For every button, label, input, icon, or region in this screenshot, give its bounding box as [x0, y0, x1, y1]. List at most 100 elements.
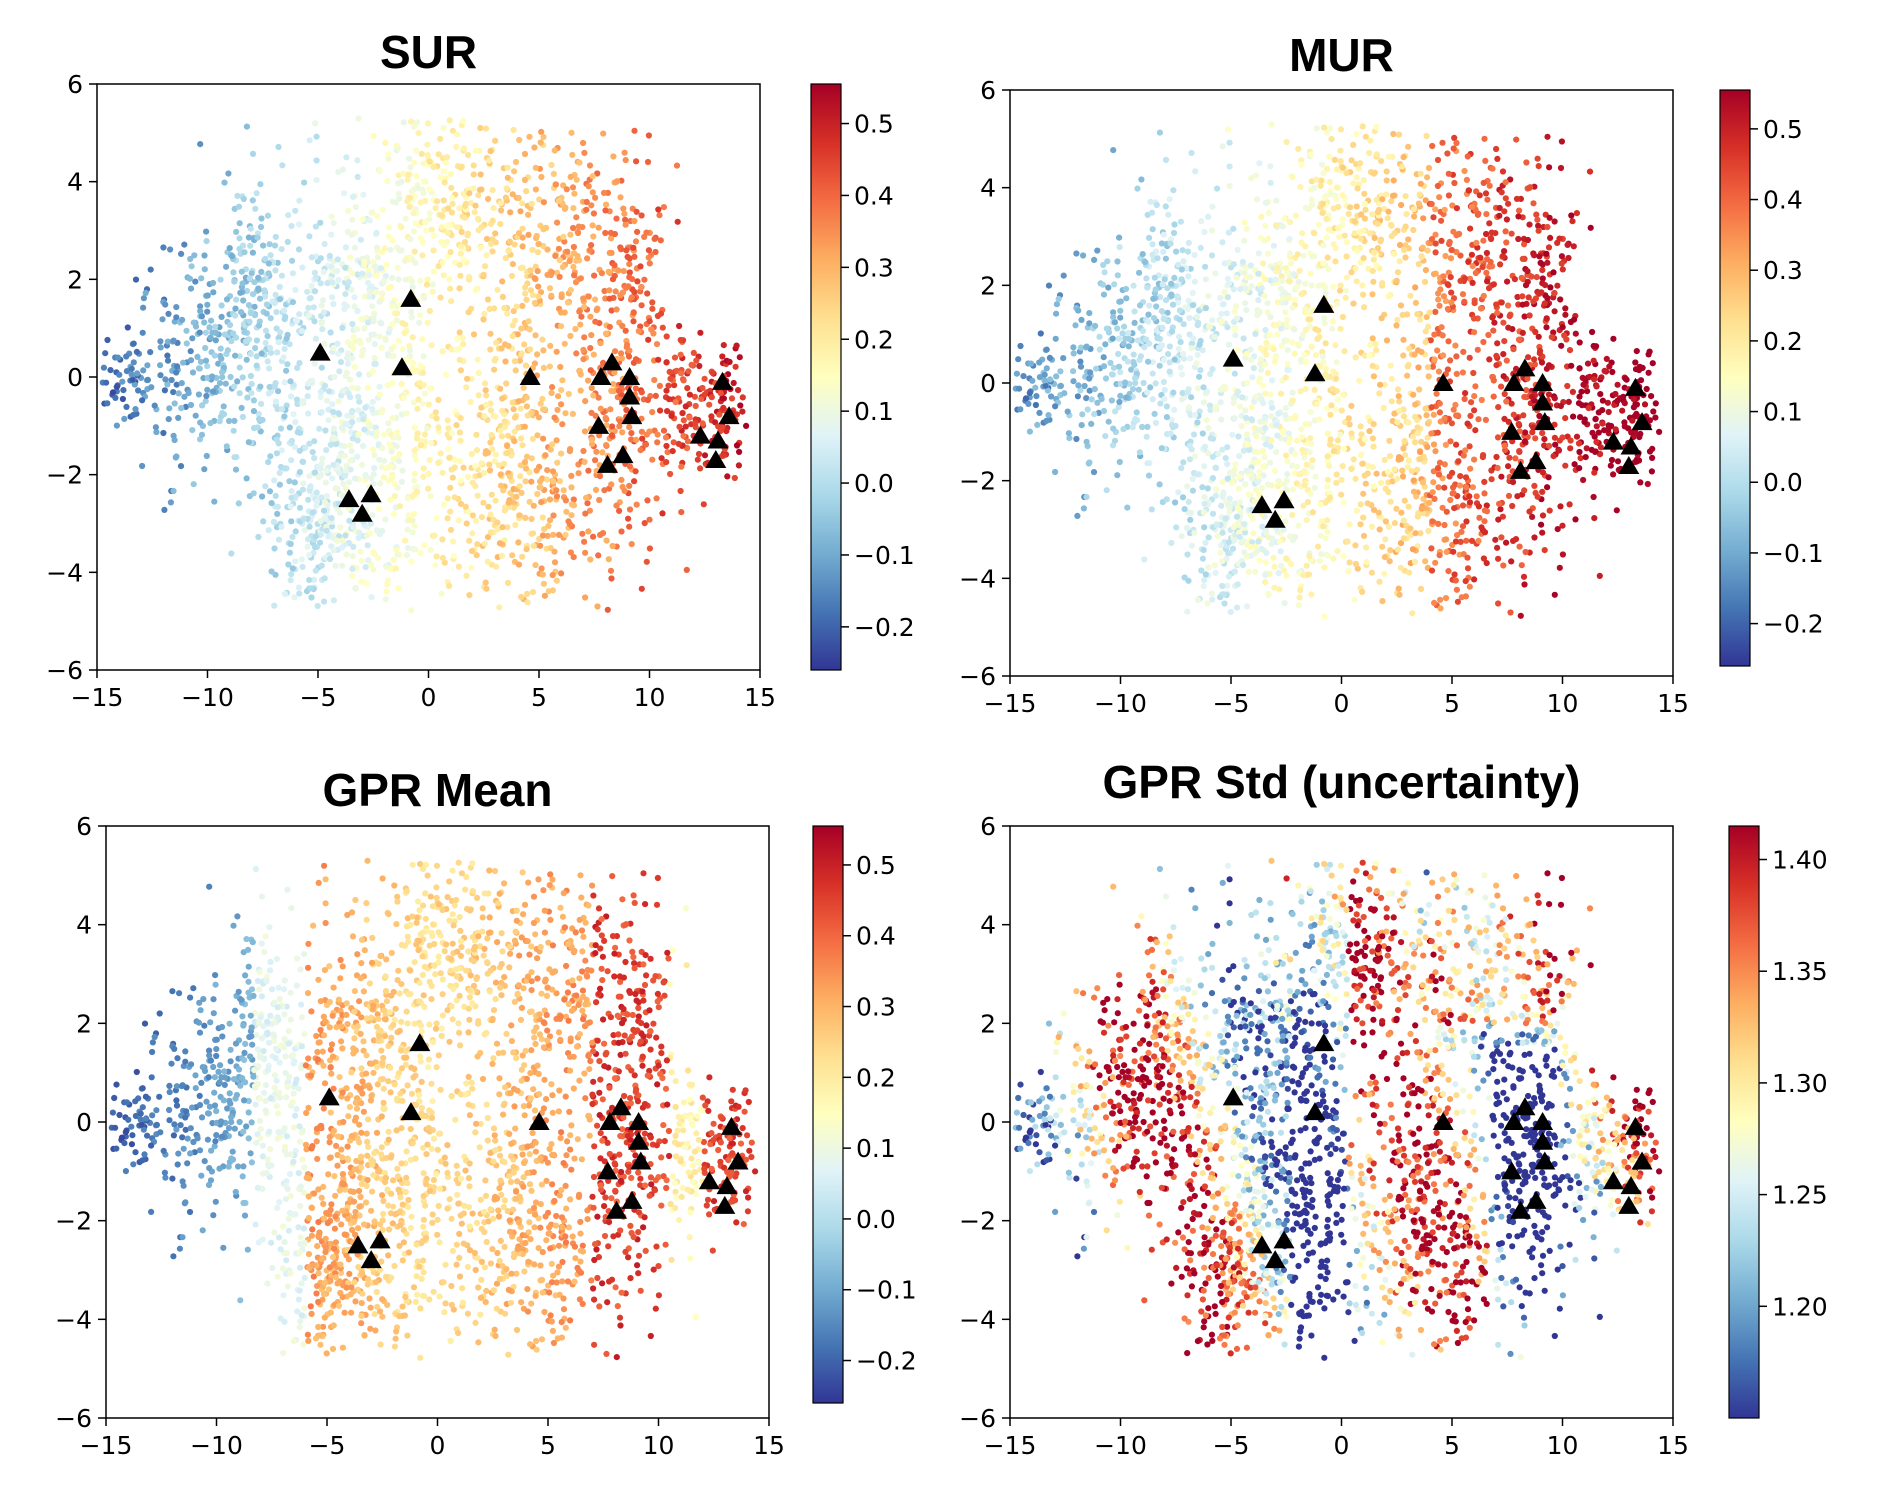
data-point	[1189, 475, 1196, 483]
data-point	[1111, 437, 1119, 444]
data-point	[385, 427, 393, 434]
data-point	[403, 410, 410, 417]
data-point	[1201, 500, 1208, 507]
data-point	[1209, 227, 1216, 234]
data-point	[1144, 284, 1151, 291]
data-point	[281, 465, 288, 472]
data-point	[1132, 375, 1139, 382]
data-point	[1453, 353, 1460, 360]
data-point	[581, 334, 588, 341]
data-point	[1321, 284, 1329, 291]
data-point	[1201, 524, 1208, 531]
data-point	[369, 398, 376, 406]
data-point	[1156, 481, 1163, 488]
data-point	[239, 374, 246, 381]
colorbar-tick-label: 0.4	[854, 181, 894, 210]
data-point	[1406, 569, 1413, 576]
colorbar-tick-label: 0.5	[854, 110, 894, 139]
data-point	[274, 349, 281, 356]
data-point	[216, 418, 223, 425]
data-point	[246, 275, 253, 282]
data-point	[1488, 476, 1495, 483]
data-point	[585, 377, 592, 384]
x-tick-label: 10	[634, 683, 666, 712]
data-point	[362, 473, 369, 480]
data-point	[277, 329, 284, 336]
data-point	[1262, 222, 1269, 229]
data-point	[1360, 514, 1367, 521]
data-point	[1395, 393, 1402, 400]
data-point	[1172, 422, 1179, 430]
data-point	[1231, 415, 1238, 422]
data-point	[1239, 561, 1247, 569]
data-point	[1356, 228, 1363, 236]
data-point	[1456, 482, 1463, 489]
data-point	[358, 578, 365, 585]
data-point	[572, 325, 579, 333]
data-point	[357, 236, 364, 243]
data-point	[188, 263, 195, 270]
data-point	[181, 241, 188, 248]
data-point	[437, 450, 444, 457]
data-point	[185, 390, 192, 397]
data-point	[455, 563, 462, 570]
data-point	[708, 413, 715, 420]
data-point	[590, 392, 597, 399]
data-point	[275, 339, 282, 346]
data-point	[1151, 274, 1158, 281]
data-point	[1133, 409, 1140, 416]
data-point	[1262, 276, 1269, 283]
data-point	[1492, 536, 1499, 543]
data-point	[255, 533, 262, 541]
data-point	[539, 336, 546, 343]
data-point	[362, 404, 369, 411]
data-point	[581, 303, 588, 310]
data-point	[386, 224, 393, 231]
data-point	[1143, 433, 1150, 440]
data-point	[249, 291, 257, 298]
data-point	[227, 373, 234, 381]
data-point	[1344, 538, 1351, 545]
data-point	[1310, 230, 1318, 237]
data-point	[649, 456, 656, 463]
data-point	[1194, 385, 1201, 392]
data-point	[339, 537, 346, 544]
data-point	[411, 522, 418, 529]
data-point	[1017, 342, 1024, 350]
data-point	[1396, 241, 1404, 249]
data-point	[602, 207, 609, 214]
data-point	[499, 278, 506, 285]
data-point	[378, 344, 385, 351]
x-tick-label: 0	[421, 683, 437, 712]
data-point	[1319, 353, 1327, 360]
data-point	[1405, 457, 1412, 464]
data-point	[519, 243, 526, 250]
data-point	[251, 303, 258, 310]
data-point	[521, 459, 529, 466]
data-point	[480, 271, 487, 278]
data-point	[1370, 421, 1377, 428]
data-point	[359, 461, 366, 468]
data-point	[530, 542, 537, 550]
data-point	[465, 152, 472, 159]
data-point	[1321, 564, 1328, 571]
data-point	[460, 145, 467, 152]
data-point	[509, 552, 516, 559]
data-point	[366, 217, 373, 224]
data-point	[411, 424, 418, 431]
data-point	[1381, 570, 1388, 577]
data-point	[311, 438, 318, 445]
data-point	[1353, 278, 1360, 285]
data-point	[1339, 391, 1347, 398]
data-point	[614, 178, 621, 185]
data-point	[229, 253, 236, 260]
data-point	[385, 155, 392, 162]
data-point	[575, 223, 582, 230]
data-point	[1248, 175, 1255, 182]
data-point	[139, 329, 146, 336]
data-point	[261, 287, 268, 294]
data-point	[1072, 322, 1079, 329]
data-point	[1117, 369, 1124, 376]
data-point	[1053, 373, 1060, 380]
data-point	[1388, 398, 1395, 405]
